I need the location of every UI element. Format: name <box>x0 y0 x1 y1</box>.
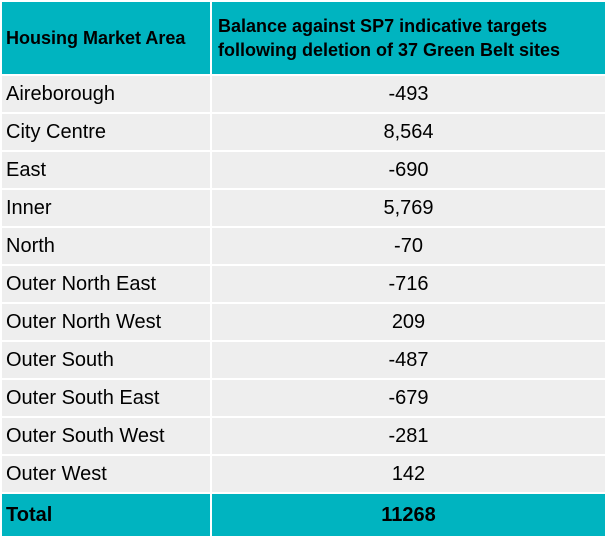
table-row: Outer South -487 <box>0 340 607 380</box>
table-row: Outer West 142 <box>0 454 607 494</box>
area-cell: Outer North West <box>0 302 212 342</box>
table-row: Outer South East -679 <box>0 378 607 418</box>
balance-cell: 209 <box>210 302 607 342</box>
table-row: East -690 <box>0 150 607 190</box>
balance-cell: 142 <box>210 454 607 494</box>
area-cell: East <box>0 150 212 190</box>
total-label: Total <box>0 492 212 538</box>
area-cell: Outer South West <box>0 416 212 456</box>
table-row: North -70 <box>0 226 607 266</box>
column-header-balance-line1: Balance against SP7 indicative targets <box>218 16 548 36</box>
area-cell: North <box>0 226 212 266</box>
balance-cell: -70 <box>210 226 607 266</box>
area-cell: Outer West <box>0 454 212 494</box>
table-row: Outer North East -716 <box>0 264 607 304</box>
table-header-row: Housing Market Area Balance against SP7 … <box>0 0 607 76</box>
total-value: 11268 <box>210 492 607 538</box>
area-cell: Outer South East <box>0 378 212 418</box>
table-row: Outer South West -281 <box>0 416 607 456</box>
table-row: Outer North West 209 <box>0 302 607 342</box>
table-row: Aireborough -493 <box>0 74 607 114</box>
table-row: City Centre 8,564 <box>0 112 607 152</box>
area-cell: Outer South <box>0 340 212 380</box>
balance-cell: 8,564 <box>210 112 607 152</box>
balance-cell: -281 <box>210 416 607 456</box>
balance-cell: -679 <box>210 378 607 418</box>
area-cell: Inner <box>0 188 212 228</box>
balance-cell: -487 <box>210 340 607 380</box>
column-header-balance-line2: following deletion of 37 Green Belt site… <box>218 40 561 60</box>
balance-cell: 5,769 <box>210 188 607 228</box>
balance-cell: -716 <box>210 264 607 304</box>
table-row: Inner 5,769 <box>0 188 607 228</box>
balance-cell: -690 <box>210 150 607 190</box>
area-cell: Aireborough <box>0 74 212 114</box>
area-cell: Outer North East <box>0 264 212 304</box>
column-header-area: Housing Market Area <box>0 0 212 76</box>
column-header-balance: Balance against SP7 indicative targets f… <box>210 0 607 76</box>
total-row: Total 11268 <box>0 492 607 538</box>
balance-cell: -493 <box>210 74 607 114</box>
area-cell: City Centre <box>0 112 212 152</box>
